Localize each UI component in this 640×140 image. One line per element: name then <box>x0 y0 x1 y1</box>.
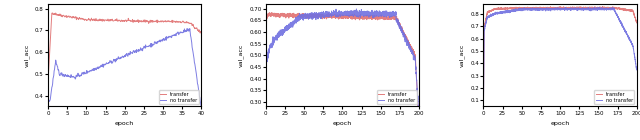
X-axis label: epoch: epoch <box>550 121 570 126</box>
X-axis label: epoch: epoch <box>333 121 352 126</box>
Legend: transfer, no transfer: transfer, no transfer <box>377 90 417 104</box>
Y-axis label: val_acc: val_acc <box>238 44 244 67</box>
Y-axis label: val_acc: val_acc <box>460 44 465 67</box>
Y-axis label: val_acc: val_acc <box>24 44 29 67</box>
Legend: transfer, no transfer: transfer, no transfer <box>595 90 634 104</box>
X-axis label: epoch: epoch <box>115 121 134 126</box>
Legend: transfer, no transfer: transfer, no transfer <box>159 90 199 104</box>
